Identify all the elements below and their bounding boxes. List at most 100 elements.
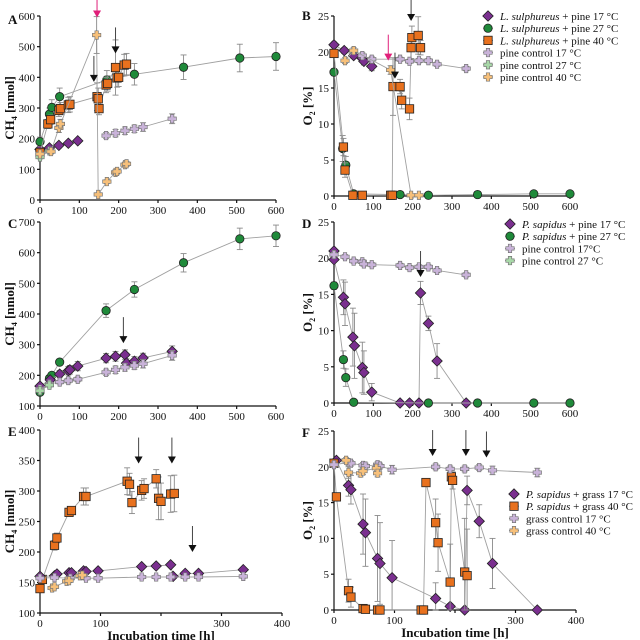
y-tick-label: 300	[19, 486, 36, 498]
data-point	[331, 492, 342, 502]
legend-marker	[504, 218, 516, 230]
data-point	[397, 95, 407, 105]
data-point	[423, 262, 433, 272]
data-point	[35, 386, 45, 396]
data-point	[340, 56, 350, 66]
data-point	[167, 114, 177, 124]
data-point	[532, 467, 542, 478]
series-c40	[47, 570, 87, 593]
data-point	[375, 605, 385, 615]
legend-item: pine control 40 °C	[483, 72, 581, 84]
data-point	[103, 78, 113, 89]
data-point	[406, 43, 416, 53]
data-point	[114, 72, 124, 82]
data-point	[35, 584, 45, 594]
data-point	[565, 189, 575, 199]
data-point	[328, 39, 340, 51]
legend-item: P. sapidus + grass 17 °C	[508, 488, 633, 501]
x-tick-label: 300	[150, 411, 167, 423]
data-point	[120, 362, 130, 372]
data-point	[101, 131, 111, 141]
legend-item: L. sulphureus + pine 27 °C	[483, 23, 618, 35]
data-point	[235, 53, 245, 63]
legend-item: grass control 40 °C	[509, 526, 611, 538]
data-point	[474, 462, 484, 473]
arrow-head	[119, 336, 128, 344]
legend-label: L. sulphureus + pine 17 °C	[499, 11, 618, 23]
data-point	[431, 355, 443, 367]
data-point	[329, 460, 339, 470]
data-point	[52, 533, 62, 543]
data-point	[46, 115, 56, 125]
data-point	[137, 572, 147, 582]
annotation-arrow	[119, 317, 128, 344]
data-point	[138, 359, 148, 369]
legend-label: P. sapidus + grass 40 °C	[525, 501, 633, 513]
arrow-head	[416, 270, 425, 278]
y-tick-label: 0	[324, 398, 330, 410]
annotation-arrow	[416, 251, 425, 278]
data-point	[93, 94, 103, 104]
data-point	[169, 488, 179, 499]
data-point	[418, 605, 429, 615]
series-c40	[341, 455, 383, 479]
legend-label: L. sulphureus + pine 40 °C	[499, 35, 618, 47]
data-point	[346, 592, 356, 602]
y-tick-label: 0	[30, 195, 36, 207]
x-tick-label: 300	[150, 205, 167, 217]
y-tick-label: 600	[19, 248, 36, 260]
y-tick-label: 500	[19, 42, 36, 54]
data-point	[432, 265, 442, 276]
legend-label: grass control 40 °C	[526, 526, 611, 538]
data-point	[271, 231, 281, 241]
series-c27	[35, 380, 54, 396]
panel-label: A	[8, 12, 18, 27]
arrow-head	[93, 10, 102, 18]
legend: L. sulphureus + pine 17 °CL. sulphureus …	[482, 10, 618, 84]
y-tick-label: 20	[318, 47, 330, 59]
y-tick-label: 5	[324, 362, 330, 374]
legend-marker	[509, 513, 519, 523]
legend-label: P. sapidus + pine 27 °C	[521, 231, 625, 243]
legend-label: pine control 27 °C	[522, 256, 603, 268]
legend-label: grass control 17 °C	[526, 513, 611, 525]
x-tick-label: 0	[37, 411, 43, 423]
data-point	[395, 81, 405, 92]
x-tick-label: 200	[404, 201, 421, 213]
x-tick-label: 400	[483, 201, 500, 213]
x-tick-label: 200	[110, 411, 127, 423]
data-point	[445, 464, 455, 474]
series-c40	[340, 46, 424, 200]
data-point	[151, 572, 161, 582]
y-tick-label: 25	[318, 11, 330, 23]
data-point	[338, 142, 349, 152]
legend-marker	[509, 501, 519, 511]
data-point	[387, 190, 397, 200]
data-point	[460, 464, 470, 474]
series-l40	[35, 467, 179, 594]
series-line	[333, 72, 570, 196]
x-tick-label: 300	[444, 408, 461, 420]
y-tick-label: 5	[324, 569, 330, 581]
x-tick-label: 600	[268, 205, 285, 217]
data-point	[129, 69, 139, 79]
x-tick-label: 100	[365, 408, 382, 420]
x-tick-label: 100	[365, 201, 382, 213]
y-tick-label: 10	[318, 119, 330, 131]
data-point	[404, 56, 415, 66]
data-point	[433, 538, 443, 548]
data-point	[347, 331, 359, 343]
data-point	[235, 234, 245, 244]
data-point	[340, 252, 350, 262]
arrow-head	[89, 74, 98, 82]
data-point	[447, 475, 458, 486]
data-point	[164, 559, 177, 571]
legend-item: P. sapidus + pine 17 °C	[504, 218, 625, 231]
data-point	[531, 604, 544, 616]
legend-marker	[483, 35, 493, 46]
data-point	[55, 119, 66, 129]
series-l17	[328, 245, 472, 409]
data-point	[339, 298, 351, 310]
data-point	[360, 604, 371, 614]
